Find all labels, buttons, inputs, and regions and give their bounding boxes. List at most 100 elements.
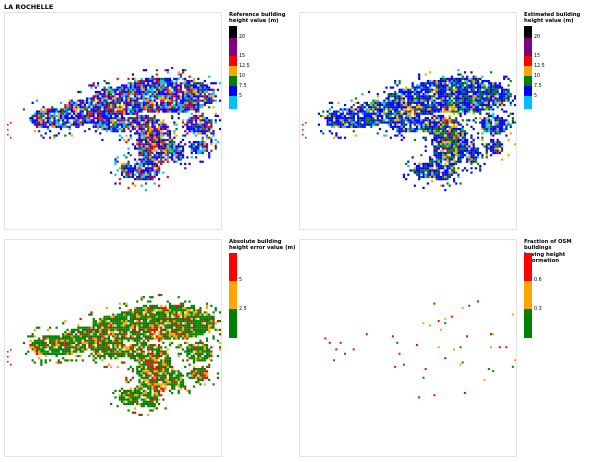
grid-cell xyxy=(162,123,165,126)
grid-cell xyxy=(374,99,377,102)
grid-cell xyxy=(62,344,65,347)
grid-cell xyxy=(431,112,434,115)
grid-cell xyxy=(407,97,410,100)
grid-cell xyxy=(389,117,392,120)
grid-cell xyxy=(168,130,172,133)
grid-cell xyxy=(186,335,189,338)
grid-cell xyxy=(363,117,366,120)
estimated-height-map xyxy=(299,12,517,230)
grid-cell xyxy=(160,127,163,131)
grid-cell xyxy=(181,101,185,104)
grid-cell xyxy=(53,335,56,338)
grid-cell xyxy=(155,106,158,109)
grid-cell xyxy=(479,77,482,80)
grid-cell xyxy=(99,119,102,122)
grid-cell xyxy=(153,315,156,318)
grid-cell xyxy=(157,154,161,157)
grid-cell xyxy=(147,103,150,107)
grid-cell xyxy=(134,77,137,80)
grid-cell xyxy=(429,167,432,170)
grid-cell xyxy=(444,86,447,89)
grid-cell xyxy=(398,97,401,100)
grid-cell xyxy=(123,121,126,124)
grid-cell xyxy=(487,143,491,146)
grid-cell xyxy=(468,103,471,107)
grid-cell xyxy=(459,114,462,118)
grid-cell xyxy=(140,79,143,83)
grid-cell xyxy=(101,106,104,109)
grid-cell xyxy=(90,337,93,340)
grid-cell xyxy=(413,88,416,91)
grid-cell xyxy=(411,106,414,109)
grid-cell xyxy=(92,112,95,115)
grid-cell xyxy=(99,101,102,104)
grid-cell xyxy=(365,110,368,113)
grid-cell xyxy=(140,296,143,299)
grid-cell xyxy=(426,88,430,91)
grid-cell xyxy=(177,71,180,74)
grid-cell xyxy=(83,103,87,107)
grid-cell xyxy=(437,88,440,91)
grid-cell xyxy=(160,90,163,94)
grid-cell xyxy=(424,108,427,111)
grid-cell xyxy=(188,106,191,109)
grid-cell xyxy=(62,339,65,342)
grid-cell xyxy=(199,106,202,109)
grid-cell xyxy=(42,110,45,113)
grid-cell xyxy=(134,306,137,310)
grid-cell xyxy=(144,167,148,170)
grid-cell xyxy=(354,101,358,104)
grid-cell xyxy=(210,322,213,325)
grid-cell xyxy=(125,315,128,318)
grid-cell xyxy=(418,127,421,131)
grid-cell xyxy=(147,339,150,342)
grid-cell xyxy=(424,112,427,115)
grid-cell xyxy=(490,90,493,94)
grid-cell xyxy=(459,138,462,142)
grid-cell xyxy=(42,346,45,349)
grid-cell xyxy=(448,136,451,139)
grid-cell xyxy=(114,110,117,113)
grid-cell xyxy=(422,167,425,170)
grid-cell xyxy=(120,344,124,347)
grid-cell xyxy=(168,302,172,305)
grid-cell xyxy=(188,311,191,314)
grid-cell xyxy=(157,346,161,349)
grid-cell xyxy=(173,154,176,157)
grid-cell xyxy=(88,344,91,347)
grid-cell xyxy=(472,77,475,80)
grid-cell xyxy=(153,171,156,174)
grid-cell xyxy=(144,169,148,172)
grid-cell xyxy=(179,90,182,94)
grid-cell xyxy=(116,344,119,347)
grid-cell xyxy=(171,66,174,70)
grid-cell xyxy=(442,175,445,179)
grid-cell xyxy=(175,108,178,111)
grid-cell xyxy=(40,346,43,349)
grid-cell xyxy=(346,119,349,122)
grid-cell xyxy=(422,186,425,189)
grid-cell xyxy=(357,110,360,113)
grid-cell xyxy=(164,108,167,111)
grid-cell xyxy=(144,97,148,100)
grid-cell xyxy=(64,117,67,120)
grid-cell xyxy=(112,339,115,342)
grid-cell xyxy=(448,95,451,98)
grid-cell xyxy=(208,350,211,353)
grid-cell xyxy=(442,136,445,139)
grid-cell xyxy=(383,99,386,102)
grid-cell xyxy=(208,330,211,334)
grid-cell xyxy=(168,304,172,307)
grid-cell xyxy=(431,141,434,144)
grid-cell xyxy=(205,322,209,325)
grid-cell xyxy=(188,328,191,331)
grid-cell xyxy=(389,108,392,111)
grid-cell xyxy=(496,132,499,135)
grid-cell xyxy=(374,103,377,107)
grid-cell xyxy=(446,167,449,170)
grid-cell xyxy=(450,77,453,80)
grid-cell xyxy=(140,160,143,163)
grid-cell xyxy=(134,178,137,181)
grid-cell xyxy=(134,117,137,120)
grid-cell xyxy=(75,119,78,122)
